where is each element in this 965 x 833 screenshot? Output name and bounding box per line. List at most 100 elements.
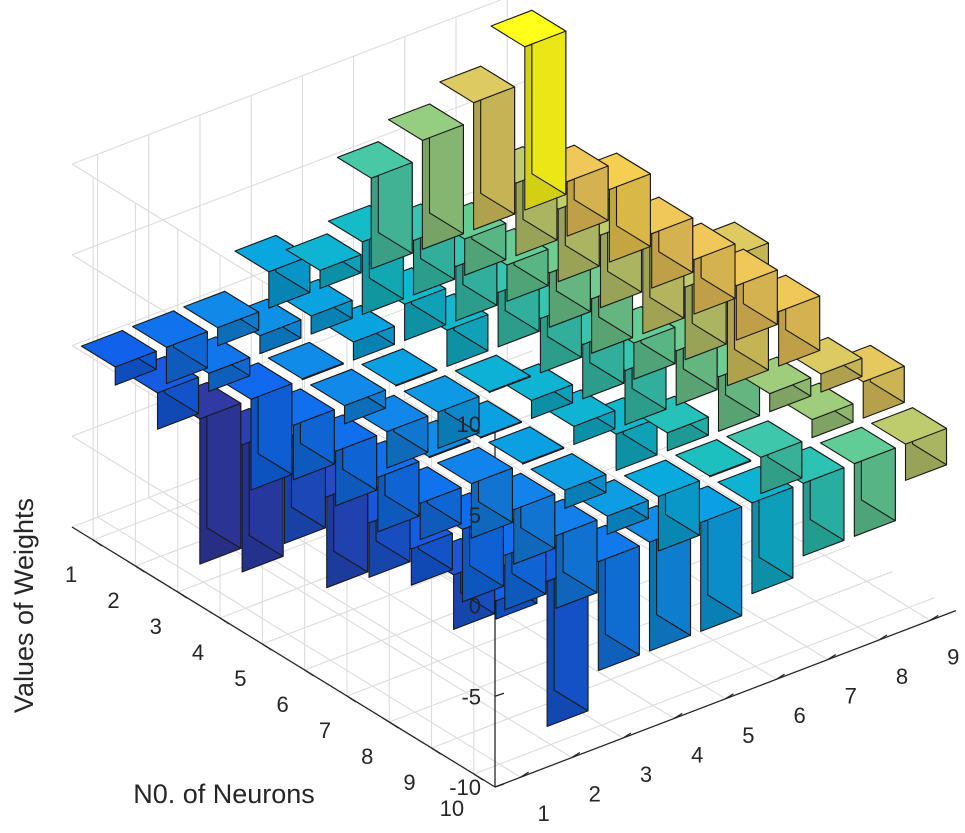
bar-x9-y2 [532,144,609,237]
x-axis-tick [673,712,683,719]
y-axis-tick [177,591,188,599]
bar-x7-y9 [726,420,803,495]
y-axis-tick [261,643,272,651]
z-axis-tick [494,783,505,788]
x-tick-label: 7 [845,684,857,709]
bar-x8-y1 [439,65,516,231]
bar-x1-y1 [80,329,157,386]
bar-x7-y1 [387,103,464,250]
y-axis-tick [219,617,230,625]
bar-x4-y7 [488,426,565,465]
x-axis-tick [878,634,888,641]
x-axis-tick [725,693,734,700]
bar-face-top [361,348,438,386]
z-tick-label: 10 [457,412,481,437]
bar-x9-y1 [490,9,567,211]
bar-x9-y3 [574,152,651,263]
x-tick-label: 5 [742,723,754,748]
y-axis-tick [473,773,484,781]
bars [80,9,948,728]
y-tick-label: 4 [192,640,204,665]
floor-grid-line-x [97,516,521,778]
bar-face-top [454,354,531,393]
bar-face-top [387,103,464,141]
y-axis-tick [346,695,357,703]
y-tick-label: 8 [361,744,373,769]
bar-x2-y1 [132,310,208,385]
bar-face-top [132,310,208,348]
y-tick-label: 7 [319,718,331,743]
bar-x4-y4 [361,348,438,387]
bar-x2-y3 [216,362,293,491]
bar-face-top [488,426,565,464]
x-tick-label: 2 [589,782,601,807]
bar-x4-y8 [530,453,607,509]
floor-grid-line-y [219,441,682,619]
x-tick-label: 8 [896,664,908,689]
x-axis-tick [776,673,785,680]
x-tick-label: 9 [947,644,959,669]
x-tick-label: 4 [691,742,703,767]
y-axis-label: N0. of Neurons [133,779,315,809]
x-axis-tick [827,654,837,661]
bar-face-top [267,341,344,380]
bar-face-top [717,465,794,504]
wall-grid-line-z [71,435,496,697]
z-tick-label: 5 [469,503,481,528]
bar-face-top [183,290,260,329]
bar-x5-y1 [285,233,362,290]
bar-x3-y3 [267,341,344,381]
bar-x6-y10 [717,465,794,595]
z-axis-label: Values of Weights [9,498,39,713]
bar-face-top [726,420,803,458]
bar-face-top [530,453,607,491]
y-tick-label: 2 [107,588,119,613]
bar-face-top [675,439,752,477]
y-axis-tick [92,539,103,547]
bar-face-top [623,459,700,498]
floor-grid-line-y [473,597,935,775]
y-axis-tick [304,669,315,677]
y-tick-label: 3 [150,614,162,639]
x-tick-label: 6 [793,703,805,728]
z-axis-tick [494,692,505,697]
bar-x9-y10 [871,407,948,481]
bar-face-top [871,407,948,445]
x-tick-label: 1 [537,801,549,826]
bar-x2-y5 [301,414,378,507]
x-tick-label: 3 [640,762,652,787]
z-tick-label: -10 [449,775,481,800]
y-tick-label: 9 [403,770,415,795]
y-axis-tick [388,721,399,729]
z-tick-label: -5 [461,684,481,709]
bar-face-top [819,426,896,465]
bar-face-top [80,329,157,368]
floor-grid-line-y [431,571,893,749]
bar-x6-y9 [675,439,752,478]
y-tick-label: 5 [234,666,246,691]
bar-face-top [403,375,480,413]
bar-face-top [436,446,513,485]
bar-x8-y10 [819,426,896,537]
z-tick-label: 0 [469,594,481,619]
bar-x3-y1 [183,290,260,347]
bar-x4-y5 [403,375,480,449]
bar-face-top [336,141,413,179]
axes [71,420,957,788]
x-axis-tick [571,752,581,759]
x-axis-tick [622,732,632,739]
bar-x9-y4 [617,196,694,289]
bar-x5-y5 [454,354,531,394]
wall-grid-line-z [71,77,533,256]
bar-x3-y7 [436,446,513,539]
bar-x4-y1 [234,234,311,309]
bar-x5-y9 [623,459,700,552]
bar-x6-y1 [336,141,413,270]
axis-text: 10 5 0 -5 -10 1 2 3 4 5 6 7 8 9 10 1 2 3 4 5 6 7 8 9 Values of W… [9,412,959,826]
bar-face-top [310,368,387,407]
bar-x3-y4 [310,368,387,425]
y-axis-tick [431,747,441,755]
bar-face-top [490,9,567,48]
